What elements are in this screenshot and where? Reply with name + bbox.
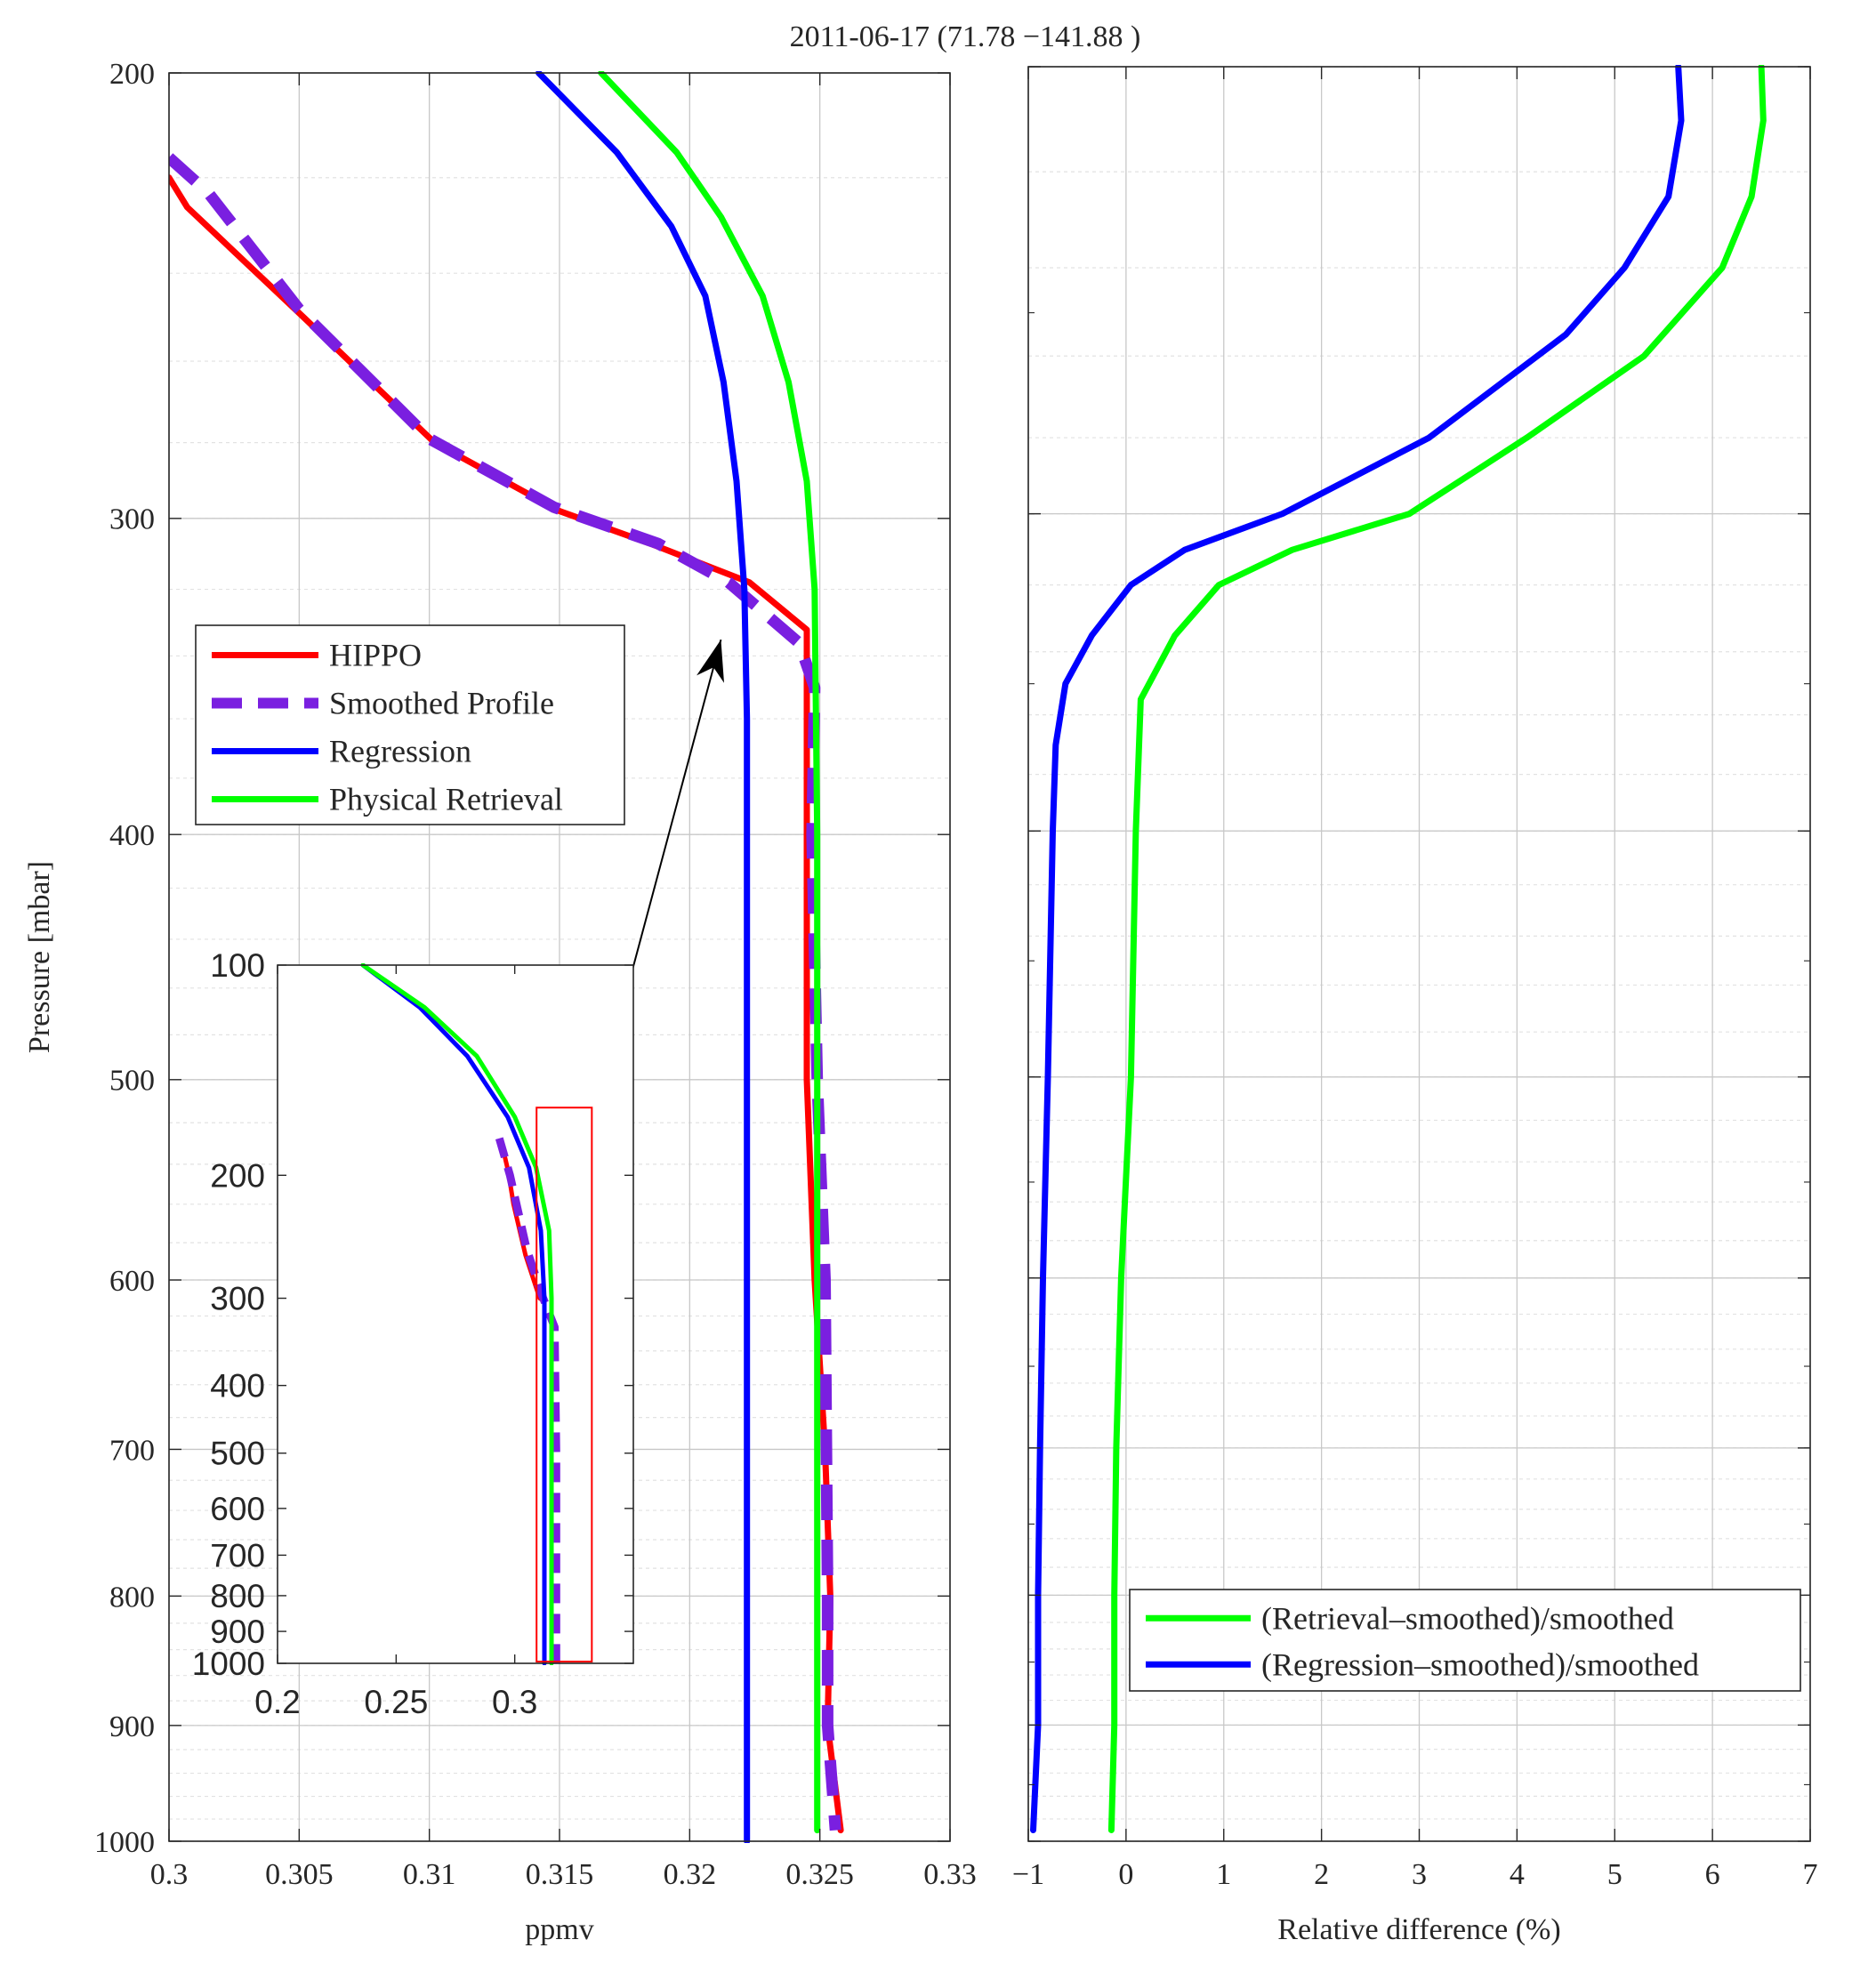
left-series-line-smoothed — [169, 153, 841, 1831]
right-x-tick-label: 0 — [1118, 1858, 1133, 1891]
left-legend-label: Regression — [329, 734, 471, 769]
left-series-group — [169, 71, 844, 1843]
right-x-tick-label: −1 — [1012, 1858, 1044, 1891]
right-x-tick-label: 1 — [1216, 1858, 1231, 1891]
inset-y-tick-label: 600 — [210, 1491, 265, 1527]
right-tick-labels: −1 0 1 2 3 4 5 6 7 — [1012, 1858, 1818, 1891]
inset-highlight-box — [535, 1107, 593, 1662]
inset-y-tick-label: 500 — [210, 1436, 265, 1472]
inset-x-tick-label: 0.2 — [254, 1684, 300, 1720]
inset-x-tick-label: 0.25 — [364, 1684, 428, 1720]
inset-y-tick-label: 200 — [210, 1157, 265, 1194]
left-legend-box — [195, 624, 625, 825]
left-x-tick-label: 0.31 — [403, 1858, 456, 1891]
inset-y-tick-label: 100 — [210, 947, 265, 984]
left-x-tick-label: 0.325 — [785, 1858, 854, 1891]
right-legend-box — [1129, 1589, 1801, 1692]
right-series-line-retrieval — [1107, 65, 1767, 1833]
left-x-tick-label: 0.32 — [664, 1858, 717, 1891]
inset-series-line-regression — [360, 963, 547, 1665]
right-legend-label: (Retrieval–smoothed)/smoothed — [1261, 1600, 1674, 1636]
right-legend: (Retrieval–smoothed)/smoothed (Regression… — [1129, 1589, 1801, 1692]
left-x-tick-label: 0.315 — [526, 1858, 594, 1891]
left-x-axis-label: ppmv — [525, 1913, 593, 1946]
left-series-line-regression — [535, 71, 751, 1843]
right-x-axis-label: Relative difference (%) — [1277, 1913, 1560, 1946]
right-x-tick-label: 2 — [1314, 1858, 1329, 1891]
right-x-tick-label: 4 — [1510, 1858, 1525, 1891]
left-y-tick-label: 900 — [109, 1710, 155, 1743]
inset-axes-frame — [277, 964, 634, 1664]
inset-x-tick-label: 0.3 — [492, 1684, 537, 1720]
right-panel: −1 0 1 2 3 4 5 6 7 Relative difference (%) — [1012, 65, 1818, 1946]
right-x-tick-label: 3 — [1412, 1858, 1427, 1891]
left-y-tick-label: 700 — [109, 1434, 155, 1467]
inset-y-tick-label: 300 — [210, 1280, 265, 1316]
left-x-tick-label: 0.33 — [923, 1858, 977, 1891]
left-x-tick-label: 0.3 — [150, 1858, 189, 1891]
inset-y-tick-label: 400 — [210, 1368, 265, 1404]
inset-panel: 0.2 0.25 0.3 100 200 300 400 500 600 700 800900100… — [192, 947, 634, 1720]
right-legend-label: (Regression–smoothed)/smoothed — [1261, 1646, 1699, 1682]
inset-series-line-smoothed — [495, 1137, 560, 1663]
inset-ticks — [277, 964, 633, 1664]
left-tick-labels: 0.3 0.305 0.31 0.315 0.32 0.325 0.33 200 300 400 5… — [94, 58, 977, 1891]
right-x-tick-label: 5 — [1607, 1858, 1623, 1891]
left-y-tick-label: 800 — [109, 1581, 155, 1614]
left-x-tick-label: 0.305 — [265, 1858, 334, 1891]
left-y-tick-label: 300 — [109, 503, 155, 536]
inset-y-tick-label: 900 — [210, 1614, 265, 1650]
left-legend-label: Physical Retrieval — [329, 782, 563, 817]
figure-title: 2011-06-17 (71.78 −141.88 ) — [790, 20, 1141, 53]
right-ticks — [1027, 66, 1811, 1842]
left-y-tick-label: 600 — [109, 1265, 155, 1298]
left-y-tick-label: 1000 — [94, 1826, 155, 1859]
zoom-arrow-head — [697, 640, 724, 683]
inset-y-tick-label: 1000 — [192, 1646, 265, 1682]
left-y-tick-label: 400 — [109, 819, 155, 852]
left-legend: HIPPO Smoothed Profile Regression Physical … — [195, 624, 625, 825]
left-legend-label: Smoothed Profile — [329, 686, 554, 721]
left-y-tick-label: 500 — [109, 1065, 155, 1098]
left-ticks — [168, 72, 951, 1842]
inset-tick-labels: 0.2 0.25 0.3 100 200 300 400 500 600 700 800900100… — [192, 947, 538, 1720]
left-y-axis-label: Pressure [mbar] — [23, 861, 56, 1053]
left-legend-label: HIPPO — [329, 638, 422, 673]
left-series-line-retrieval — [598, 71, 821, 1834]
inset-y-tick-label: 800 — [210, 1578, 265, 1614]
inset-y-tick-label: 700 — [210, 1537, 265, 1573]
inset-background — [278, 965, 633, 1663]
left-y-tick-label: 200 — [109, 58, 155, 91]
right-x-tick-label: 6 — [1705, 1858, 1720, 1891]
right-x-tick-label: 7 — [1803, 1858, 1818, 1891]
